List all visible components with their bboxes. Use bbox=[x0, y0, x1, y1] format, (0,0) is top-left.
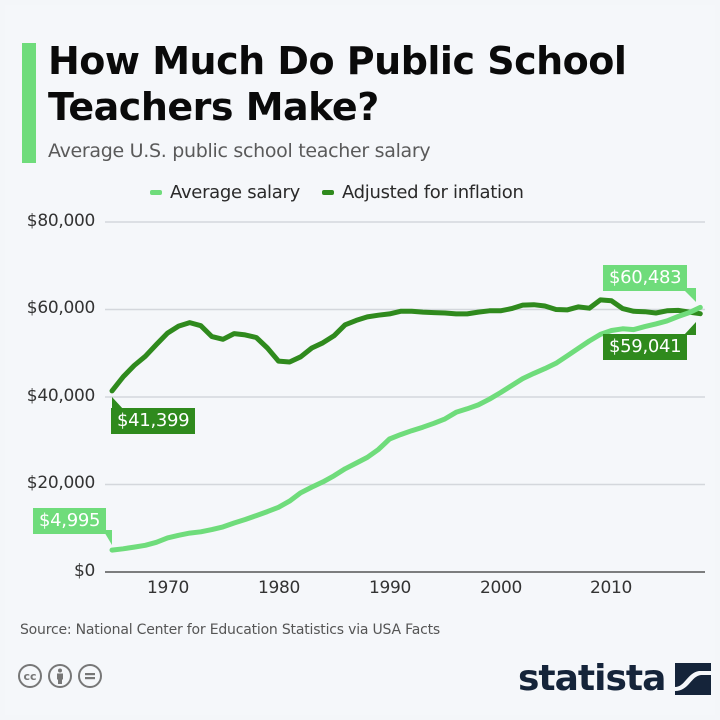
attribution-icon[interactable] bbox=[48, 664, 72, 688]
x-tick-label: 1970 bbox=[146, 578, 190, 598]
legend-swatch-adjusted bbox=[321, 190, 334, 195]
callout-adjusted-start: $41,399 bbox=[111, 408, 196, 434]
accent-bar bbox=[22, 43, 36, 163]
callout-pointer-avg-end bbox=[682, 288, 696, 302]
brand-wordmark: statista bbox=[518, 658, 666, 699]
statista-logo[interactable]: statista bbox=[518, 658, 712, 699]
x-tick-label: 1980 bbox=[257, 578, 301, 598]
x-tick-label: 2000 bbox=[479, 578, 523, 598]
legend: Average salary Adjusted for inflation bbox=[150, 182, 524, 203]
callout-average-start: $4,995 bbox=[33, 508, 107, 534]
legend-swatch-average-salary bbox=[150, 190, 162, 195]
x-tick-label: 1990 bbox=[368, 578, 412, 598]
legend-item-average-salary: Average salary bbox=[150, 182, 300, 203]
x-tick-label: 2010 bbox=[589, 578, 633, 598]
license-icons: cc bbox=[18, 664, 102, 688]
callout-average-end: $60,483 bbox=[603, 265, 688, 291]
callout-pointer-adj-start bbox=[112, 397, 124, 410]
callout-adjusted-end: $59,041 bbox=[603, 334, 688, 360]
y-tick-label: $60,000 bbox=[26, 298, 96, 318]
chart-subtitle: Average U.S. public school teacher salar… bbox=[48, 140, 431, 162]
y-tick-label: $80,000 bbox=[26, 211, 96, 231]
legend-label: Adjusted for inflation bbox=[341, 182, 524, 203]
source-note: Source: National Center for Education St… bbox=[20, 622, 440, 638]
legend-item-adjusted: Adjusted for inflation bbox=[321, 182, 524, 203]
adjusted-for-inflation-line bbox=[109, 297, 703, 394]
average-salary-line bbox=[109, 304, 703, 553]
chart-frame bbox=[5, 5, 715, 715]
statista-logo-icon bbox=[675, 663, 712, 695]
cc-icon[interactable]: cc bbox=[18, 664, 42, 688]
y-tick-label: $20,000 bbox=[26, 473, 96, 493]
chart-title: How Much Do Public School Teachers Make? bbox=[48, 39, 627, 129]
y-tick-label: $0 bbox=[73, 561, 95, 581]
legend-label: Average salary bbox=[170, 182, 300, 203]
no-derivatives-icon[interactable] bbox=[78, 664, 102, 688]
callout-pointer-adj-end bbox=[684, 322, 696, 335]
y-tick-label: $40,000 bbox=[26, 386, 96, 406]
